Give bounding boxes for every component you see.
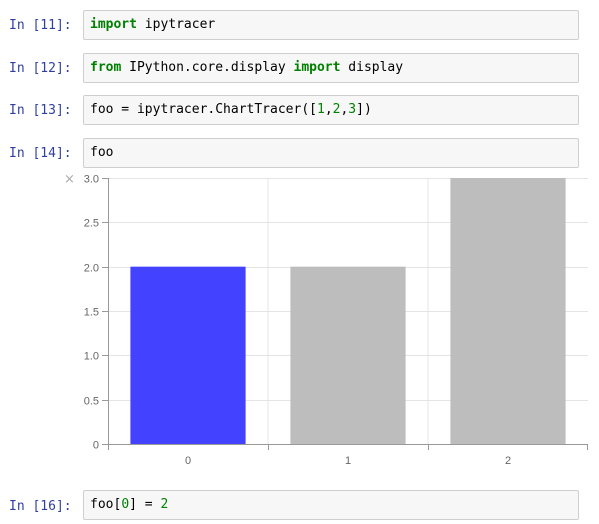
code-token: import [90, 17, 137, 32]
code-token: 3 [348, 102, 357, 117]
code-cell[interactable]: foo[0] = 2 [83, 490, 579, 520]
code-token: ]) [356, 102, 372, 117]
bar [290, 266, 406, 444]
y-tick-label: 1.5 [84, 307, 99, 319]
code-token: , [324, 102, 333, 117]
y-tick-label: 2.0 [84, 263, 99, 275]
y-tick-label: 2.5 [84, 218, 99, 230]
y-tick-label: 1.0 [84, 351, 99, 363]
code-token: 2 [160, 497, 169, 512]
code-token: foo = ipytracer.ChartTracer([ [90, 102, 317, 117]
input-prompt: In [16]: [9, 499, 72, 514]
code-token: 1 [316, 102, 325, 117]
code-token: display [340, 60, 404, 75]
code-token: , [340, 102, 349, 117]
input-prompt: In [12]: [9, 61, 72, 76]
code-cell[interactable]: foo = ipytracer.ChartTracer([1,2,3]) [83, 95, 579, 125]
code-token: 0 [121, 497, 130, 512]
bar [130, 266, 246, 444]
input-prompt: In [11]: [9, 18, 72, 33]
x-tick-label: 1 [345, 455, 351, 467]
close-output-icon[interactable]: × [64, 172, 75, 187]
code-token: import [293, 60, 341, 75]
code-token: from [90, 60, 122, 75]
code-token: 2 [332, 102, 341, 117]
code-token: foo [90, 145, 114, 160]
input-prompt: In [14]: [9, 146, 72, 161]
code-token: ipytracer [136, 17, 216, 32]
code-cell[interactable]: import ipytracer [83, 10, 579, 40]
y-tick-label: 0.5 [84, 396, 99, 408]
x-tick-label: 0 [185, 455, 191, 467]
code-token: ] = [129, 497, 161, 512]
code-token: foo[ [90, 497, 122, 512]
bar [450, 178, 566, 444]
code-cell[interactable]: from IPython.core.display import display [83, 53, 579, 83]
x-tick-label: 2 [505, 455, 511, 467]
y-tick-label: 3.0 [84, 174, 99, 186]
y-tick-label: 0 [93, 440, 99, 452]
input-prompt: In [13]: [9, 103, 72, 118]
code-token: IPython.core.display [121, 60, 294, 75]
code-cell[interactable]: foo [83, 138, 579, 168]
